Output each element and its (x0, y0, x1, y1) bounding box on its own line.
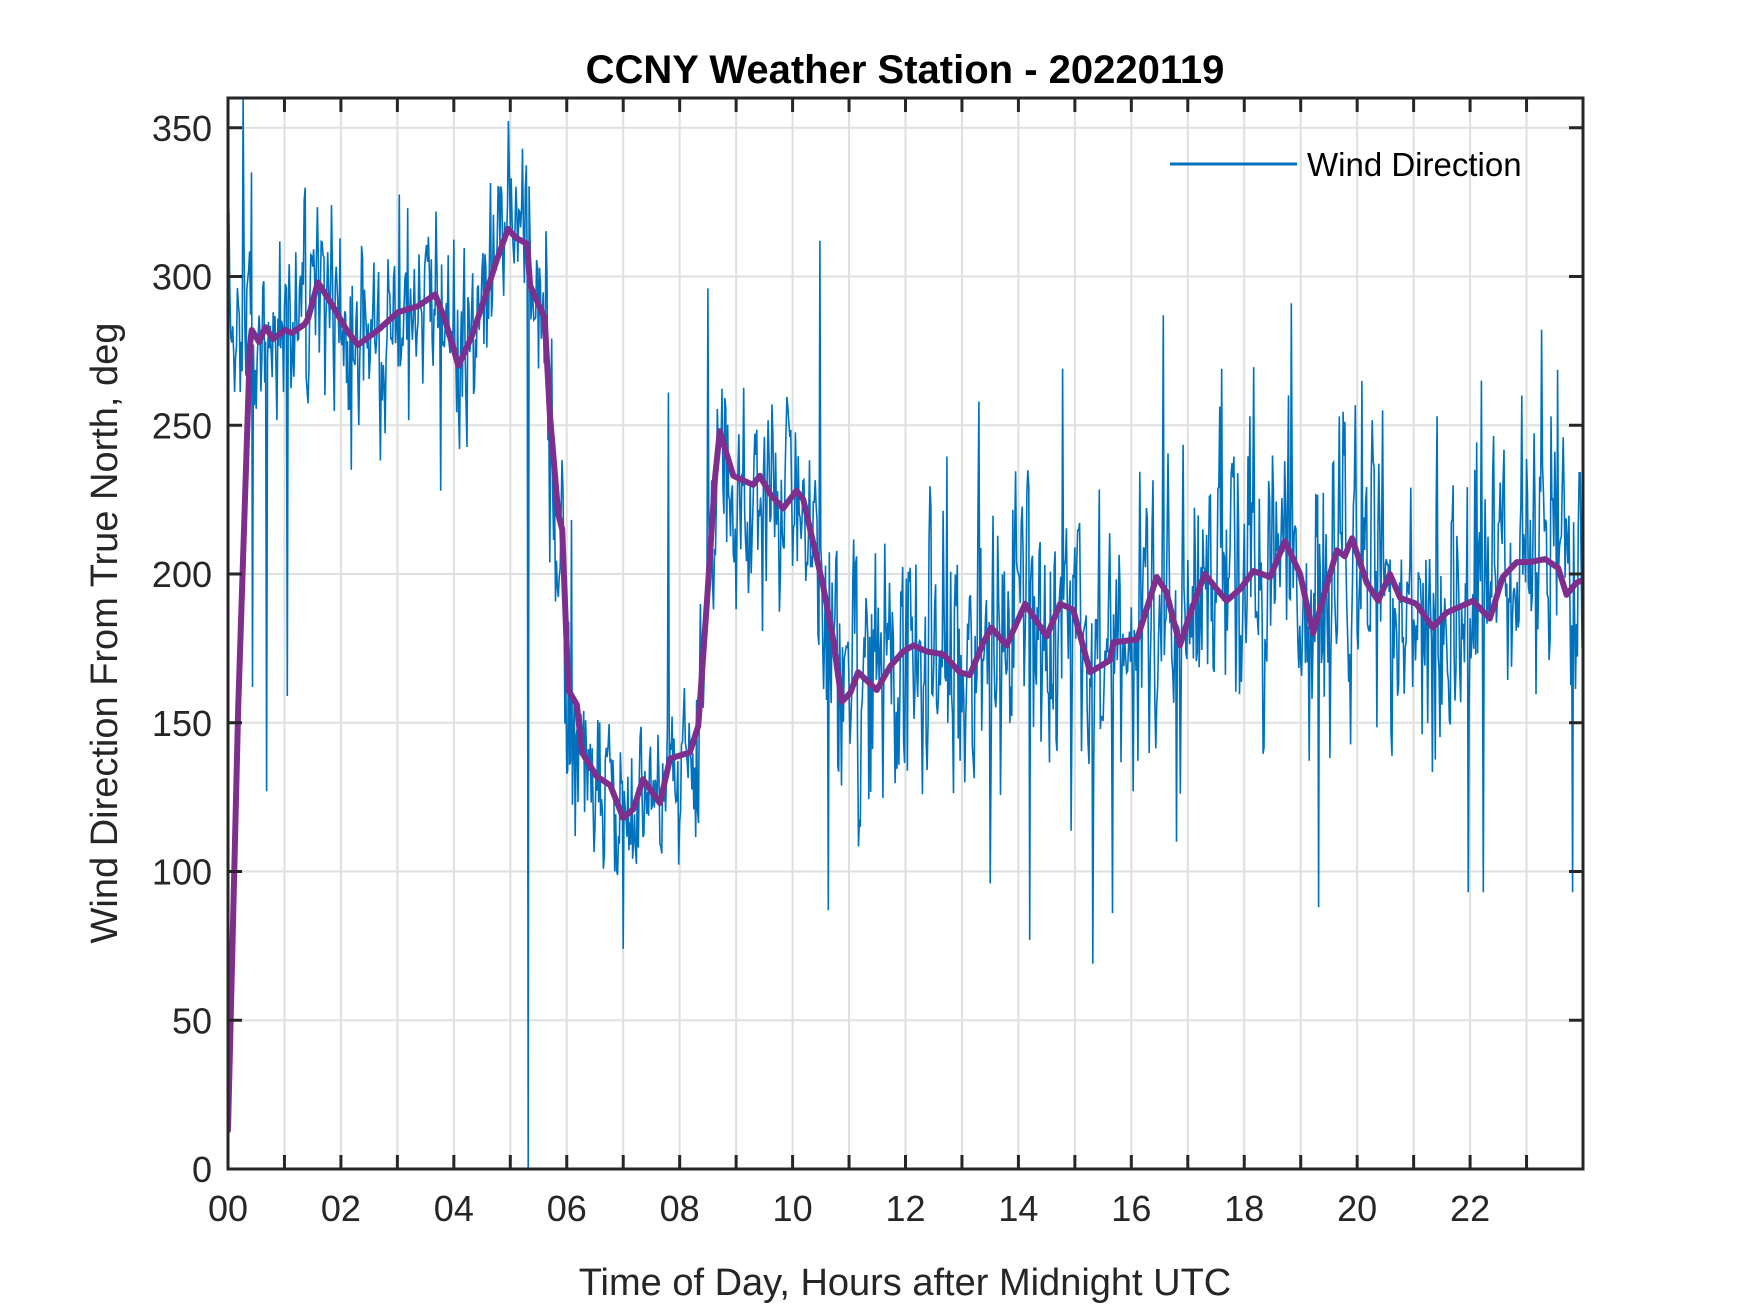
chart-title: CCNY Weather Station - 20220119 (586, 48, 1225, 92)
x-tick-label: 20 (1337, 1188, 1377, 1229)
x-tick-label: 10 (773, 1188, 813, 1229)
y-tick-label: 250 (152, 405, 212, 446)
y-tick-label: 350 (152, 108, 212, 149)
x-tick-label: 16 (1111, 1188, 1151, 1229)
y-tick-label: 200 (152, 554, 212, 595)
x-tick-label: 12 (885, 1188, 925, 1229)
x-tick-labels: 00 02 04 06 08 10 12 14 16 18 20 22 (208, 1188, 1490, 1229)
x-tick-label: 02 (321, 1188, 361, 1229)
grid-layer (228, 98, 1583, 1169)
x-tick-label: 14 (998, 1188, 1038, 1229)
y-tick-labels: 0 50 100 150 200 250 300 350 (152, 108, 212, 1190)
y-tick-label: 100 (152, 852, 212, 893)
legend: Wind Direction (1170, 146, 1522, 183)
y-tick-label: 150 (152, 703, 212, 744)
x-tick-label: 18 (1224, 1188, 1264, 1229)
x-tick-label: 08 (660, 1188, 700, 1229)
plot-area (228, 98, 1583, 1169)
x-tick-label: 22 (1450, 1188, 1490, 1229)
y-axis-label: Wind Direction From True North, deg (84, 323, 126, 944)
y-tick-label: 300 (152, 257, 212, 298)
tick-layer (228, 98, 1583, 1169)
x-tick-label: 06 (547, 1188, 587, 1229)
x-tick-label: 00 (208, 1188, 248, 1229)
y-tick-label: 0 (192, 1149, 212, 1190)
x-tick-label: 04 (434, 1188, 474, 1229)
smoothed-series (228, 225, 1583, 1134)
legend-label: Wind Direction (1307, 146, 1522, 183)
x-axis-label: Time of Day, Hours after Midnight UTC (579, 1262, 1232, 1304)
y-tick-label: 50 (172, 1000, 212, 1041)
